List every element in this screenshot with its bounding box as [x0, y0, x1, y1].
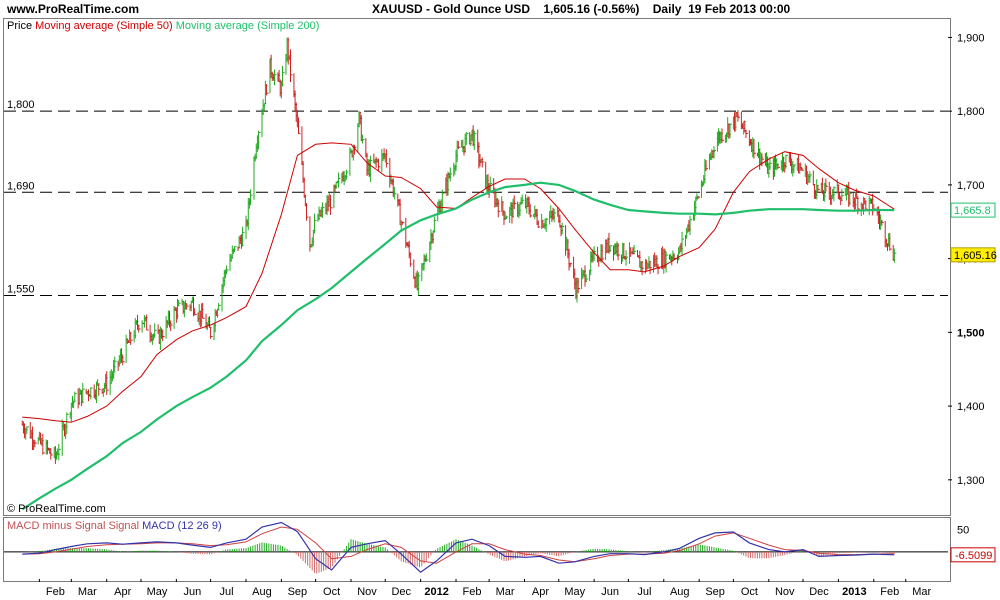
level-label: 1,800 — [7, 99, 35, 111]
x-tick-label: May — [147, 586, 168, 598]
y-tick-label: 1,400 — [957, 401, 985, 413]
last-price-marker — [950, 247, 996, 263]
x-tick-label: 2013 — [842, 586, 866, 598]
macd-value-label: -6.5099 — [955, 550, 992, 562]
x-tick-label: Feb — [46, 586, 65, 598]
y-tick-label: 1,300 — [957, 475, 985, 487]
macd-signal-line — [22, 526, 895, 564]
last-price-change: 1,605.16 (-0.56%) — [543, 2, 640, 16]
x-tick-label: Feb — [463, 586, 482, 598]
reference-lines: 1,800 1,690 1,550 — [4, 99, 948, 296]
x-tick-label: Jun — [183, 586, 201, 598]
x-tick-label: Dec — [809, 586, 829, 598]
x-tick-label: Aug — [252, 586, 272, 598]
x-tick-label: Oct — [741, 586, 758, 598]
datetime-label: 19 Feb 2013 00:00 — [688, 2, 791, 16]
x-tick-label: Jul — [637, 586, 651, 598]
level-label: 1,690 — [7, 180, 35, 192]
x-tick-label: 2012 — [424, 586, 448, 598]
x-tick-label: Jun — [601, 586, 619, 598]
x-tick-label: Mar — [912, 586, 931, 598]
chart-header: www.ProRealTime.com XAUUSD - Gold Ounce … — [0, 0, 1000, 18]
ma50-line — [22, 142, 895, 423]
legend-price: Price — [7, 20, 33, 32]
x-tick-label: Jul — [220, 586, 234, 598]
x-tick-label: Feb — [880, 586, 899, 598]
x-tick-label: Oct — [323, 586, 340, 598]
legend-macd: MACD — [142, 520, 175, 532]
x-tick-label: Nov — [775, 586, 795, 598]
x-tick-label: Sep — [705, 586, 725, 598]
x-tick-label: Apr — [114, 586, 131, 598]
y-tick-label: 1,700 — [957, 180, 985, 192]
y-tick-label: 1,800 — [957, 106, 985, 118]
x-tick-label: Apr — [532, 586, 549, 598]
legend-ma200: Moving average (Simple 200) — [175, 20, 320, 32]
chart-title: XAUUSD - Gold Ounce USD 1,605.16 (-0.56%… — [372, 2, 790, 16]
x-tick-label: Sep — [288, 586, 308, 598]
instrument-name: XAUUSD - Gold Ounce USD — [372, 2, 531, 16]
ma200-marker — [950, 202, 996, 218]
moving-averages — [21, 142, 895, 511]
y-tick-label: 1,500 — [957, 327, 985, 339]
x-tick-label: Dec — [391, 586, 411, 598]
legend-macd-hist: MACD minus Signal Signal — [7, 520, 140, 532]
price-panel[interactable] — [3, 18, 951, 516]
macd-plot — [4, 521, 948, 574]
legend-macd-params: (12 26 9) — [177, 520, 222, 532]
macd-tick-label: 50 — [957, 524, 969, 536]
x-tick-label: Nov — [357, 586, 377, 598]
macd-value-marker — [950, 547, 996, 563]
x-tick-label: Aug — [670, 586, 690, 598]
copyright-notice: © ProRealTime.com — [7, 503, 106, 515]
legend-ma50: Moving average (Simple 50) — [35, 20, 173, 32]
period-label: Daily — [652, 2, 682, 16]
ma200-value-label: 1,665.8 — [954, 205, 991, 217]
axes: 1,3001,4001,5001,6001,7001,8001,9001,665… — [38, 32, 997, 598]
last-price-label: 1,605.16 — [954, 250, 997, 262]
ma200-line — [21, 181, 895, 511]
level-label: 1,550 — [7, 283, 35, 295]
price-legend: Price Moving average (Simple 50) Moving … — [7, 20, 319, 32]
macd-line — [22, 521, 895, 573]
x-tick-label: Mar — [78, 586, 97, 598]
price-bars — [21, 37, 897, 464]
x-tick-label: Mar — [496, 586, 515, 598]
y-tick-label: 1,900 — [957, 32, 985, 44]
site-name[interactable]: www.ProRealTime.com — [7, 2, 140, 16]
x-tick-label: May — [564, 586, 585, 598]
macd-legend: MACD minus Signal Signal MACD (12 26 9) — [7, 520, 222, 532]
